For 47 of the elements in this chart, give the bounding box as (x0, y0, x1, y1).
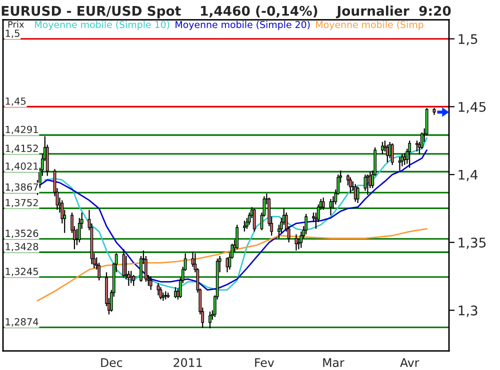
y-tick-label: 1,45 (458, 102, 486, 114)
y-tick-label: 1,4 (458, 170, 478, 182)
candlestick (366, 174, 370, 196)
ref-line-label: 1,3752 (6, 198, 38, 208)
candlestick (408, 140, 412, 168)
x-tick-label: Dec (101, 358, 122, 368)
candlestick (149, 276, 152, 290)
ref-line-label: 1,3526 (6, 230, 38, 238)
chart-title: EURUSD - EUR/USD Spot 1,4460 (-0,14%) Journalier 9:20 (2, 6, 451, 18)
candlestick (252, 208, 256, 232)
candlestick (208, 311, 212, 329)
candlestick (354, 183, 357, 202)
ref-line-label: 1,4152 (6, 144, 38, 154)
candlestick (403, 152, 406, 166)
ref-line-label: 1,2874 (6, 318, 38, 326)
y-tick-label: 1,5 (458, 34, 478, 46)
ref-line-label: 1,5 (6, 30, 20, 38)
x-tick-label: Avr (400, 358, 420, 367)
candlestick (304, 213, 308, 235)
candlestick (348, 176, 352, 194)
line-series (36, 228, 428, 302)
ref-line-label: 1,3428 (6, 242, 38, 252)
candlestick (416, 140, 418, 152)
ref-line-label: 1,45 (6, 98, 26, 106)
x-tick-label: Mar (323, 358, 344, 368)
candlestick (356, 186, 360, 204)
candlestick (322, 197, 325, 210)
ref-line-label: 1,3867 (6, 183, 38, 192)
ref-line-label: 1,4021 (6, 162, 38, 171)
candlestick (400, 154, 404, 167)
y-tick-label: 1,35 (458, 238, 486, 249)
ref-line-label: 1,4291 (6, 126, 38, 134)
candlestick (132, 274, 136, 286)
text: Moyenne mobile (Simple 20) (176, 20, 310, 30)
x-tick-label: Fev (255, 358, 274, 368)
x-tick-label: 2011 (174, 358, 202, 368)
y-tick-label: 1,3 (458, 305, 478, 317)
candlestick (381, 141, 384, 155)
candlestick (390, 142, 394, 166)
candlestick (243, 220, 246, 232)
text: Moyenne mobile (Simp (316, 20, 424, 30)
candlestick (130, 270, 133, 284)
text: Moyenne mobile (Simple 10) (35, 20, 170, 30)
y-axis-title: Prix (8, 20, 24, 28)
candlestick (159, 286, 162, 300)
candlestick (236, 224, 239, 250)
ref-line-label: 1,3245 (6, 268, 38, 276)
